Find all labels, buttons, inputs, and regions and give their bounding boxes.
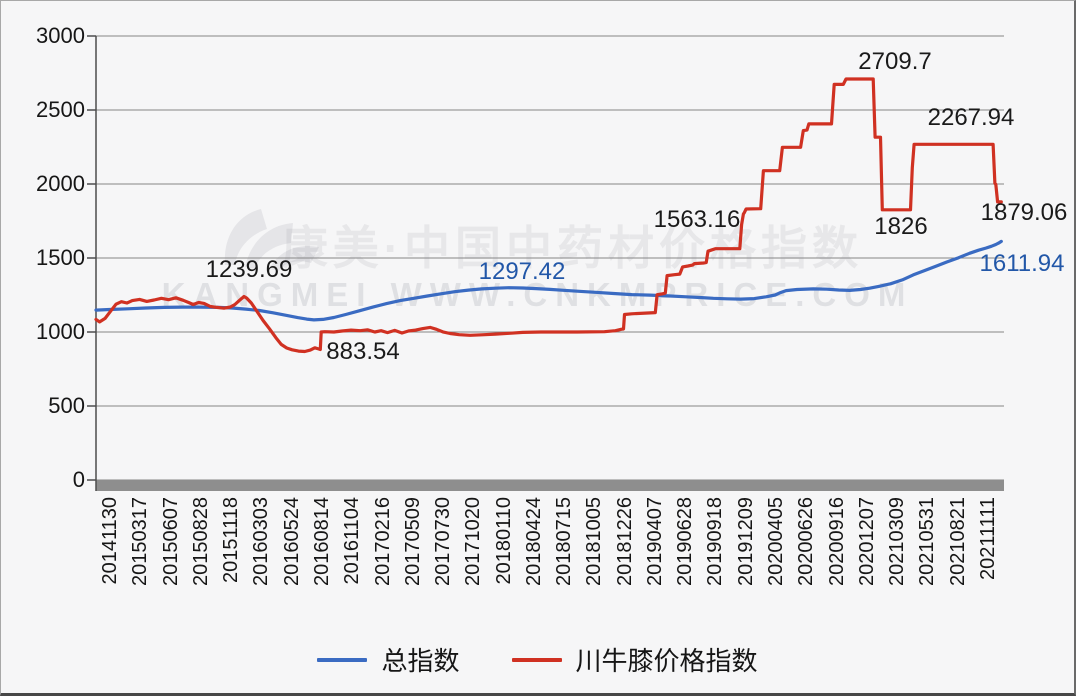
data-label-annotation: 1297.42 [478,258,566,285]
x-axis-tick-label: 20211111 [976,497,999,581]
legend-label: 川牛膝价格指数 [575,646,758,676]
legend-item-total-index: 总指数 [317,641,460,678]
x-axis-tick-label: 20180110 [492,497,515,585]
y-axis-tick-label: 0 [72,467,85,492]
x-axis-tick-label: 20201207 [855,497,878,586]
x-axis-tick-label: 20160524 [280,497,303,586]
x-axis-tick-label: 20210821 [946,497,969,586]
data-label-annotation: 2267.94 [927,104,1015,131]
x-axis-tick-label: 20160303 [250,497,273,586]
x-axis-tick-label: 20180715 [553,497,576,586]
series-line-chuanniuxi-price-index [94,77,1003,354]
data-label-annotation: 1879.06 [980,199,1068,226]
x-axis-tick-label: 20150317 [129,497,152,586]
y-axis-tick-label: 2000 [36,171,85,196]
data-label-annotation: 1611.94 [979,250,1065,277]
x-axis-tick-label: 20171020 [462,497,485,586]
x-axis-tick-label: 20190918 [704,497,727,586]
data-label-annotation: 883.54 [326,338,400,365]
x-axis-tick-label: 20191209 [734,497,757,586]
legend-label: 总指数 [381,646,460,676]
y-axis-tick-label: 500 [48,393,85,418]
x-axis-tick-label: 20170216 [371,497,394,586]
x-axis-tick-label: 20141130 [99,497,122,585]
x-axis-tick-label: 20200916 [825,497,848,586]
x-axis-tick-label: 20170509 [401,497,424,586]
x-axis-tick-label: 20210531 [916,497,939,586]
x-axis-tick-label: 20190407 [643,497,666,586]
data-label-annotation: 1239.69 [205,256,293,283]
x-axis-tick-label: 20181005 [583,497,606,586]
data-label-annotation: 1826 [874,213,928,240]
x-axis-tick-label: 20181226 [613,497,636,586]
x-axis-tick-label: 20210309 [886,497,909,586]
data-label-annotation: 2709.7 [858,48,932,75]
x-axis-tick-label: 20150828 [189,497,212,586]
legend-line-red [511,657,562,662]
x-axis-tick-label: 20151118 [220,497,243,584]
x-axis-tick-label: 20200626 [795,497,818,586]
series-line-total-index [94,239,1003,322]
y-axis-tick-label: 2500 [36,97,85,122]
x-axis-tick-label: 20200405 [765,497,787,586]
x-axis-tick-label: 20161104 [341,497,364,585]
legend-line-blue [317,657,368,662]
x-axis-tick-label: 20170730 [432,497,455,586]
x-axis-base-bar [96,480,1004,491]
y-axis-tick-label: 1000 [36,319,85,344]
y-axis-tick-label: 3000 [36,23,85,48]
chart-legend: 总指数 川牛膝价格指数 [1,641,1074,678]
x-axis-tick-label: 20180424 [522,497,545,586]
y-axis-tick-label: 1500 [36,245,85,270]
x-axis-tick-label: 20150607 [159,497,182,586]
x-axis-tick-label: 20190628 [674,497,697,586]
watermark-url: KANGMEI WWW.CNKMPRICE.COM [161,276,914,313]
legend-item-chuanniuxi-index: 川牛膝价格指数 [511,641,758,678]
data-label-annotation: 1563.16 [653,206,741,233]
x-axis-tick-label: 20160814 [311,497,333,586]
watermark-title: 康美·中国中药材价格指数 [281,222,864,274]
